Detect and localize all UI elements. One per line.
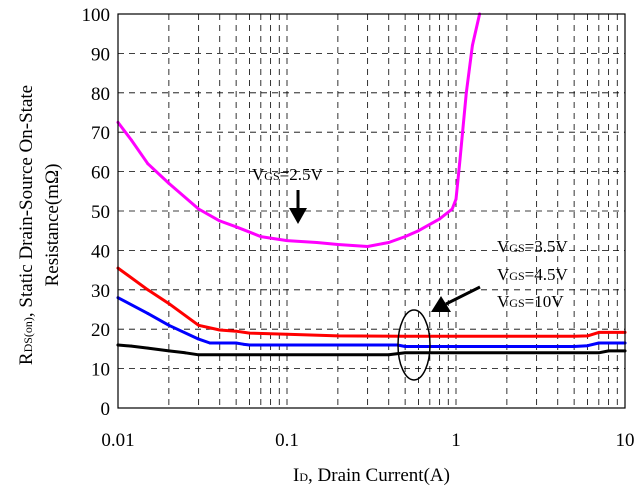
data-point [336, 243, 340, 246]
annotation-vgs-4-5v: VGS=4.5V [497, 265, 568, 284]
data-point [438, 217, 442, 221]
data-point [241, 342, 245, 346]
data-point [167, 302, 171, 305]
series-layer [116, 12, 627, 357]
plot-frame [117, 13, 626, 409]
data-point [167, 323, 171, 327]
data-point [572, 334, 576, 338]
data-point [597, 330, 601, 334]
data-point [129, 344, 133, 348]
series-line-1 [116, 266, 627, 338]
data-point [218, 219, 222, 223]
y-tick-label: 70 [91, 123, 110, 144]
data-point [403, 351, 407, 355]
x-tick-label: 1 [451, 430, 461, 451]
data-point [417, 229, 420, 233]
data-point [403, 235, 407, 239]
data-point [366, 353, 370, 357]
y-tick-label: 30 [91, 281, 110, 302]
y-axis-title-line2: Resistance(mΩ) [42, 164, 63, 287]
data-point [248, 343, 251, 347]
data-point [450, 207, 454, 211]
data-point [234, 341, 238, 345]
data-point [586, 344, 589, 348]
data-point [403, 345, 407, 348]
y-tick-label: 90 [91, 44, 110, 65]
data-point [248, 331, 251, 335]
y-tick-label: 80 [91, 84, 110, 105]
data-point [572, 351, 576, 355]
data-point [336, 334, 340, 338]
data-point [597, 341, 601, 345]
data-point [197, 337, 201, 341]
data-point [146, 346, 150, 350]
y-tick-label: 50 [91, 202, 110, 223]
data-point [387, 353, 391, 357]
data-point [285, 239, 289, 242]
x-tick-label: 0.01 [101, 430, 134, 451]
y-tick-label: 60 [91, 163, 110, 184]
data-point [234, 225, 238, 229]
y-tick-label: 40 [91, 241, 110, 262]
data-point [454, 334, 458, 338]
data-point [146, 312, 150, 315]
data-point [315, 241, 319, 244]
data-point [403, 334, 407, 338]
data-point [597, 351, 601, 355]
data-point [285, 353, 289, 357]
curve-group-ellipse [397, 309, 431, 381]
data-point [218, 328, 222, 332]
data-point [234, 329, 238, 333]
data-point [197, 353, 201, 357]
arrow-down-icon [289, 190, 307, 224]
data-point [454, 351, 458, 355]
y-tick-label: 20 [91, 320, 110, 341]
data-point [285, 332, 289, 336]
y-tick-label: 0 [101, 399, 111, 420]
grid-lines [118, 14, 625, 408]
data-point [458, 162, 461, 166]
annotation-vgs-2-5v: VGS=2.5V [252, 165, 323, 184]
data-point [505, 334, 509, 338]
data-point [586, 334, 589, 338]
data-point [146, 288, 150, 292]
data-point [167, 182, 171, 185]
data-point [454, 197, 458, 201]
x-axis-title: ID, Drain Current(A) [293, 465, 450, 486]
annotation-vgs-10v: VGS=10V [497, 292, 564, 311]
data-point [285, 343, 289, 347]
data-point [607, 349, 611, 353]
x-tick-label: 0.1 [275, 430, 299, 451]
data-point [197, 323, 201, 327]
y-tick-label: 100 [82, 5, 111, 26]
data-point [366, 343, 370, 347]
data-point [464, 91, 468, 95]
annotation-vgs-3-5v: VGS=3.5V [497, 237, 568, 256]
data-point [208, 341, 212, 345]
data-point [454, 345, 458, 348]
data-point [167, 349, 171, 353]
data-point [366, 245, 370, 248]
arrow-diagonal-icon [431, 285, 481, 312]
data-point [183, 351, 187, 355]
data-point [197, 207, 201, 211]
series-line-0 [116, 12, 482, 248]
tick-labels: 0 10 20 30 40 50 60 70 80 90 100 0.01 0.1 1 10 [82, 5, 635, 451]
x-tick-label: 10 [616, 430, 635, 451]
y-axis-title: RDS(on), Static Drain-Source On-State Re… [16, 85, 63, 365]
data-point [259, 235, 263, 239]
data-point [387, 241, 391, 244]
data-point [146, 162, 150, 166]
y-tick-label: 10 [91, 360, 110, 381]
data-point [470, 44, 474, 47]
data-point [572, 345, 576, 348]
y-axis-title-line1: RDS(on), Static Drain-Source On-State [16, 85, 37, 365]
data-point [129, 138, 133, 142]
